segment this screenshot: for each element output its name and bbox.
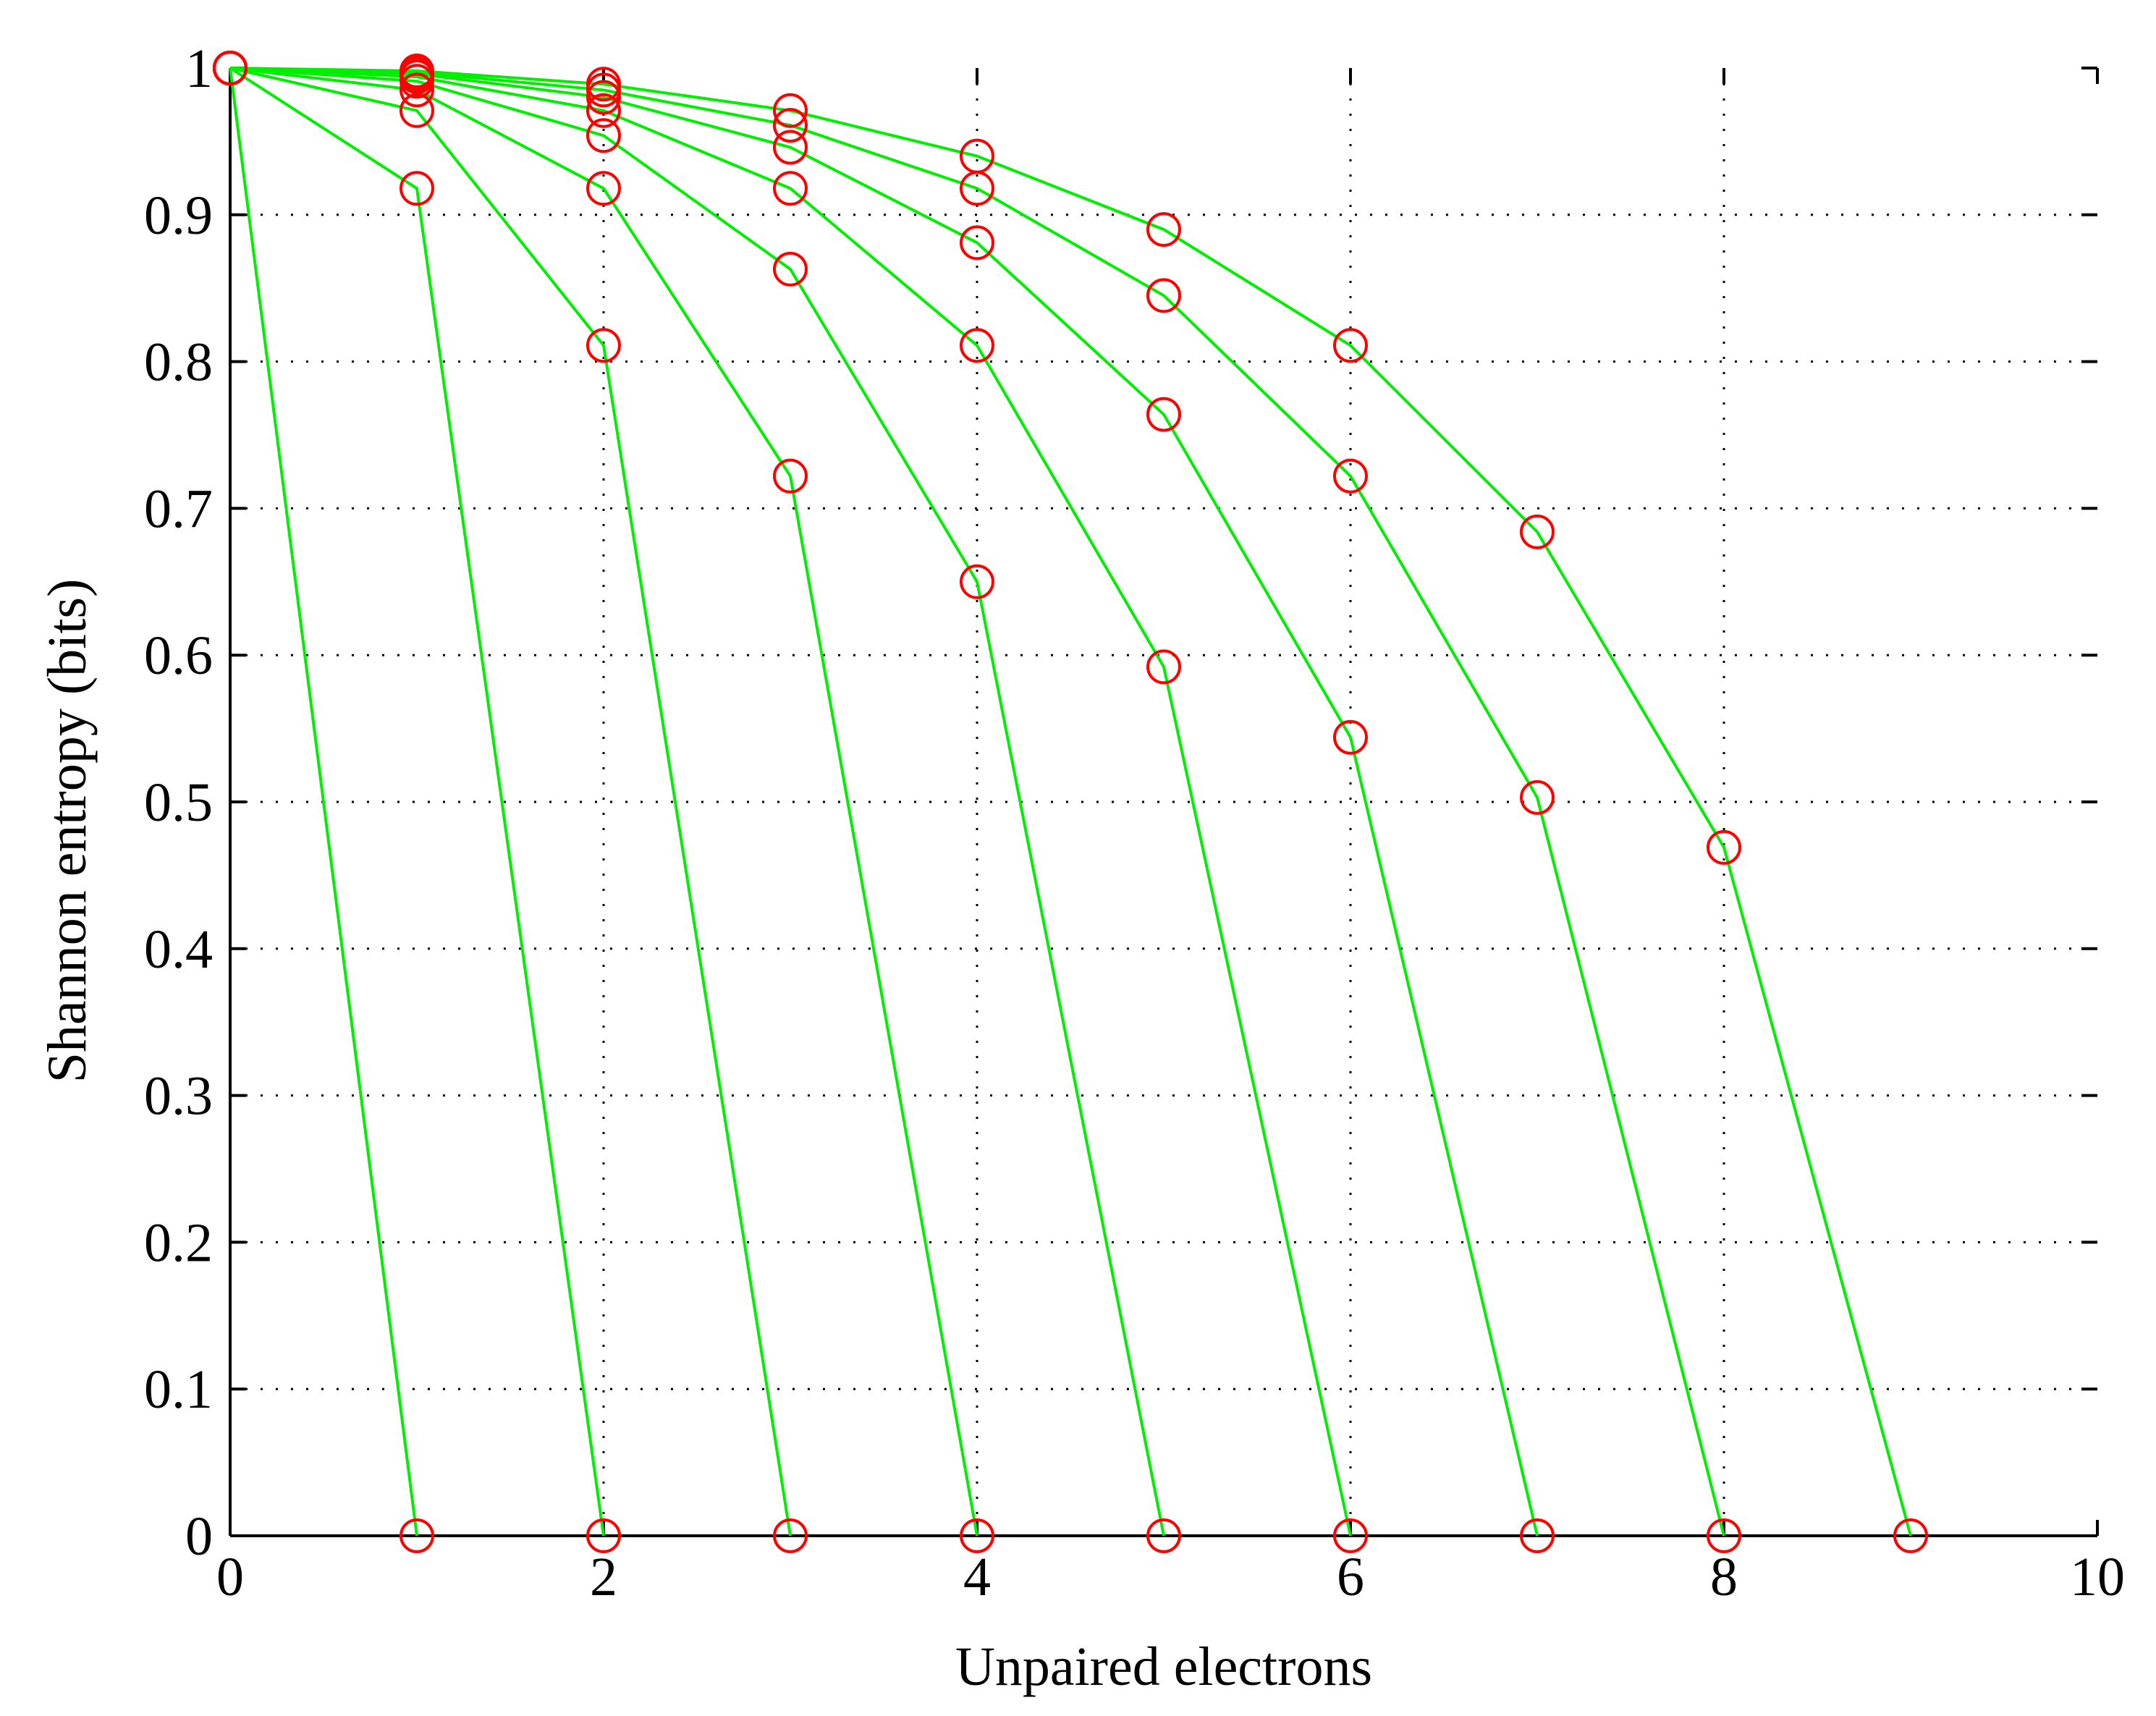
y-tick-label: 0.8 [144,332,213,393]
data-point [586,93,621,128]
x-axis-label: Unpaired electrons [955,1636,1372,1697]
data-point [1520,1518,1555,1553]
data-point [213,51,248,85]
data-point [586,171,621,206]
series-line-2 [229,67,605,1537]
data-point [773,1518,808,1553]
x-tick-label: 6 [1337,1547,1364,1607]
y-tick-label: 0 [185,1506,213,1567]
data-point [586,118,621,153]
x-tick-label: 0 [216,1547,244,1607]
data-point [773,130,808,165]
series-line-9 [229,67,1912,1537]
x-tick-label: 2 [590,1547,617,1607]
data-point [1520,779,1555,815]
x-tick-label: 8 [1710,1547,1738,1607]
y-tick-label: 0.4 [144,919,213,980]
y-tick-label: 0.3 [144,1066,213,1127]
data-point [773,251,808,287]
data-point [400,171,434,206]
y-tick-label: 0.1 [144,1359,213,1420]
data-point [400,72,434,108]
y-tick-label: 0.5 [144,772,213,833]
data-point [586,67,621,102]
data-point [773,93,808,128]
series-line-1 [229,67,418,1537]
data-point [1146,649,1181,685]
y-tick-label: 0.2 [144,1212,213,1273]
data-point [1146,1518,1181,1553]
data-point [400,93,434,128]
series-line-4 [229,67,978,1537]
x-tick-label: 4 [963,1547,991,1607]
data-point [400,54,434,89]
data-point [960,138,994,174]
data-point [773,108,808,143]
series-line-3 [229,67,792,1537]
data-point [960,328,994,363]
data-point [773,171,808,206]
series-line-7 [229,67,1539,1537]
series-line-5 [229,67,1165,1537]
data-point [960,564,994,599]
data-point [1520,514,1555,549]
series-line-8 [229,67,1725,1537]
data-point [586,1518,621,1553]
y-tick-label: 1 [185,38,213,99]
grid [230,68,2097,1536]
data-point [1707,829,1741,865]
tick-labels: 0 2 4 6 8 10 0 0.1 0.2 0.3 0.4 0.5 0.6 0.7 0.8 0.9 1 [144,38,2125,1607]
data-point [1893,1518,1928,1553]
data-point [960,1518,994,1553]
data-point [586,328,621,363]
y-axis-label: Shannon entropy (bits) [37,579,98,1083]
data-series [213,51,1928,1553]
y-tick-label: 0.7 [144,478,213,539]
data-point [773,458,808,494]
data-point [1146,212,1181,248]
y-tick-label: 0.6 [144,625,213,686]
data-point [1333,1518,1368,1553]
data-point [1333,328,1368,363]
data-point [1333,458,1368,494]
y-tick-label: 0.9 [144,185,213,246]
data-point [1333,719,1368,755]
data-point [400,1518,434,1553]
data-point [586,80,621,115]
data-point [1146,397,1181,432]
data-point [960,225,994,261]
data-point [1146,278,1181,313]
data-point [1707,1518,1741,1553]
x-tick-label: 10 [2070,1547,2125,1607]
series-line-6 [229,67,1352,1537]
